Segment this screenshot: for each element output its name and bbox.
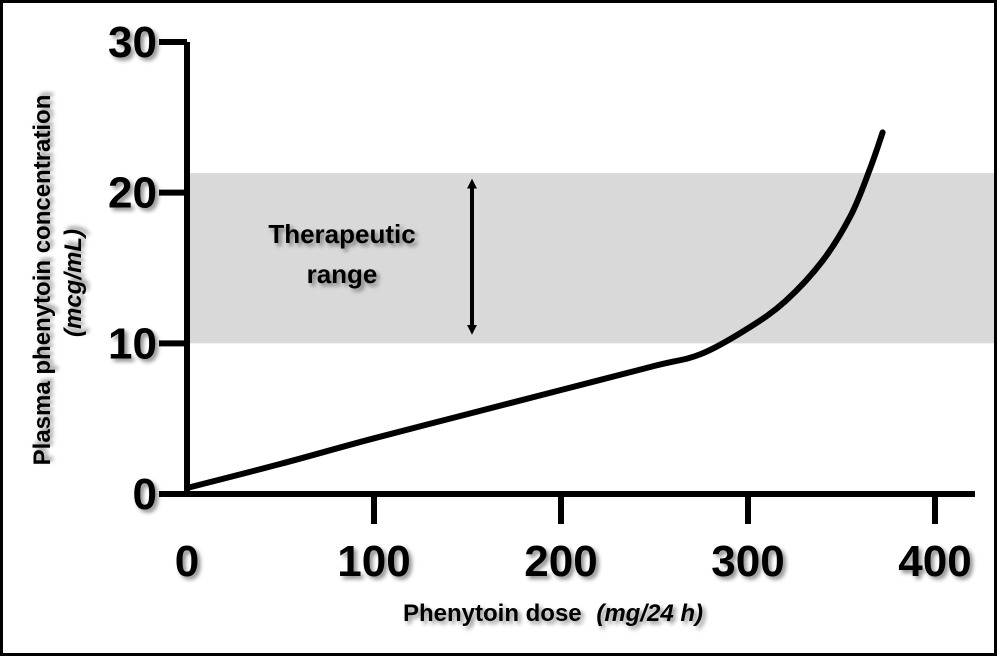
y-tick-label: 10 <box>108 319 157 368</box>
x-tick-label: 400 <box>898 537 971 586</box>
y-tick-label: 0 <box>133 470 157 519</box>
y-axis-title: Plasma phenytoin concentration <box>29 95 56 466</box>
x-axis-title-text: Phenytoin dose <box>403 600 582 627</box>
x-tick-label: 0 <box>175 537 199 586</box>
x-axis-title: Phenytoin dose (mg/24 h) <box>403 600 703 627</box>
y-tick-label: 30 <box>108 18 157 67</box>
therapeutic-range-label-line1: Therapeutic <box>268 219 415 249</box>
x-tick-label: 100 <box>337 537 410 586</box>
x-tick-label: 300 <box>711 537 784 586</box>
therapeutic-range-label-line2: range <box>307 259 378 289</box>
x-axis-title-unit: (mg/24 h) <box>596 600 703 627</box>
y-tick-label: 20 <box>108 169 157 218</box>
dose-concentration-curve <box>184 129 886 491</box>
y-axis-title-unit: (mcg/mL) <box>60 229 87 337</box>
x-tick-label: 200 <box>524 537 597 586</box>
